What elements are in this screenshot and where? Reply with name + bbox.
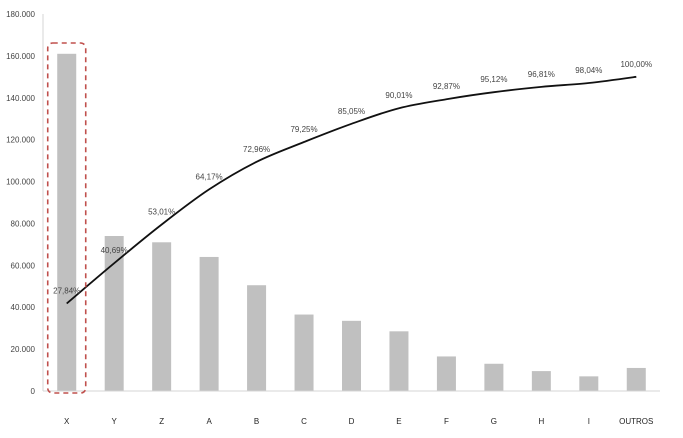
bar-a: [199, 256, 219, 391]
y-tick-label: 20.000: [11, 345, 36, 354]
cumulative-point-label: 72,96%: [243, 145, 270, 154]
bar-d: [342, 320, 361, 391]
bar-f: [436, 356, 456, 391]
bar-c: [294, 314, 314, 391]
x-tick-label: OUTROS: [619, 417, 653, 426]
x-tick-label: G: [491, 417, 497, 426]
x-tick-label: F: [444, 417, 449, 426]
y-tick-label: 160.000: [6, 52, 35, 61]
x-tick-label: Y: [112, 417, 118, 426]
cumulative-point-label: 53,01%: [148, 207, 175, 216]
bar-x: [57, 53, 77, 392]
cumulative-point-label: 98,04%: [575, 66, 602, 75]
cumulative-point-label: 79,25%: [290, 125, 317, 134]
highlight: [46, 42, 87, 394]
cumulative-point-label: 100,00%: [620, 60, 652, 69]
y-axis: 0 20.000 40.000 60.000 80.000 100.000 120.000 1…: [6, 10, 44, 396]
x-tick-label: A: [206, 417, 212, 426]
cumulative-point-label: 96,81%: [528, 70, 555, 79]
x-tick-label: Z: [159, 417, 164, 426]
x-tick-label: E: [396, 417, 401, 426]
x-tick-label: I: [588, 417, 590, 426]
bar-i: [579, 376, 599, 391]
y-tick-label: 40.000: [11, 303, 36, 312]
bar-g: [484, 363, 504, 391]
cumulative-point-label: 64,17%: [196, 172, 223, 181]
bar-z: [152, 242, 172, 391]
x-tick-label: H: [538, 417, 544, 426]
x-tick-label: D: [349, 417, 355, 426]
y-tick-label: 100.000: [6, 178, 35, 187]
bar-outros: [626, 367, 646, 391]
bar-y: [104, 236, 124, 391]
cumulative-point-label: 95,12%: [480, 75, 507, 84]
x-tick-label: X: [64, 417, 70, 426]
x-tick-label: C: [301, 417, 307, 426]
y-tick-label: 120.000: [6, 136, 35, 145]
x-axis: X Y Z A B C D E F G H I OUTROS: [43, 390, 660, 426]
bar-e: [389, 331, 409, 391]
cumulative-point-label: 40,69%: [101, 246, 128, 255]
y-tick-label: 180.000: [6, 10, 35, 19]
y-tick-label: 140.000: [6, 94, 35, 103]
y-tick-label: 80.000: [11, 219, 36, 228]
bar-h: [531, 371, 551, 391]
highlight-box: [46, 42, 87, 394]
cumulative-line: [66, 75, 637, 305]
cumulative-point-label: 85,05%: [338, 107, 365, 116]
cumulative-labels: 27,84% 40,69% 53,01% 64,17% 72,96% 79,25% 85,0…: [53, 60, 652, 296]
bar-b: [247, 285, 267, 391]
cumulative-line-path: [66, 75, 637, 305]
y-tick-label: 60.000: [11, 261, 36, 270]
cumulative-point-label: 90,01%: [385, 91, 412, 100]
cumulative-point-label: 92,87%: [433, 82, 460, 91]
bars: [57, 53, 646, 392]
y-tick-label: 0: [31, 387, 36, 396]
cumulative-point-label: 27,84%: [53, 287, 80, 296]
x-tick-label: B: [254, 417, 259, 426]
